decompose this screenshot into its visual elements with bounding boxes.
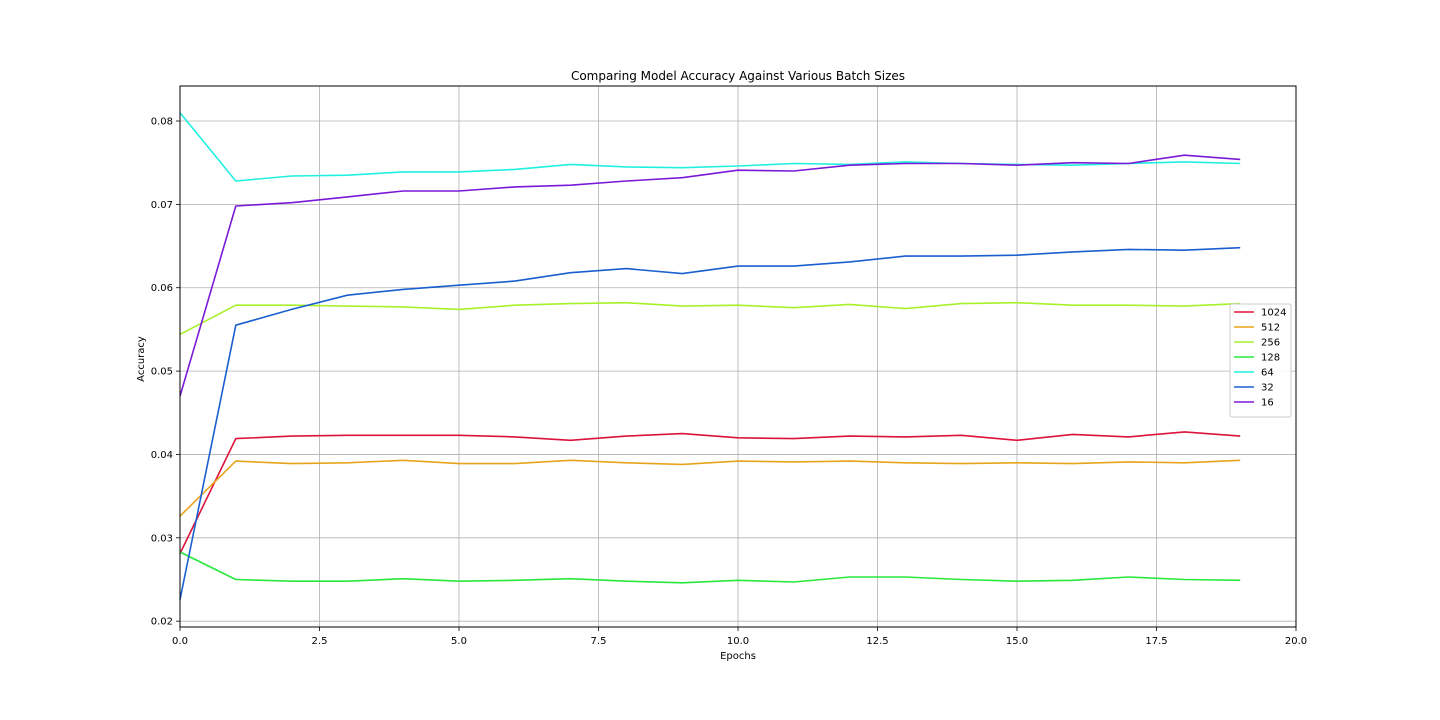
legend-label-256: 256	[1261, 338, 1280, 349]
x-tick-label: 10.0	[727, 636, 749, 647]
series-line-64	[179, 112, 1241, 182]
legend-label-1024: 1024	[1261, 308, 1286, 319]
legend-label-16: 16	[1261, 398, 1274, 409]
y-tick-label: 0.08	[151, 117, 173, 128]
x-tick-label: 12.5	[866, 636, 888, 647]
series-line-1024	[179, 431, 1241, 554]
legend-label-512: 512	[1261, 323, 1280, 334]
x-tick-label: 2.5	[312, 636, 328, 647]
legend-label-128: 128	[1261, 353, 1280, 364]
y-axis-title: Accuracy	[136, 336, 147, 382]
chart-title: Comparing Model Accuracy Against Various…	[571, 69, 905, 83]
series-line-32	[179, 246, 1241, 600]
series-lines	[179, 112, 1241, 600]
legend-label-32: 32	[1261, 383, 1274, 394]
y-tick-label: 0.07	[151, 200, 173, 211]
x-tick-label: 15.0	[1006, 636, 1028, 647]
series-line-512	[179, 459, 1241, 517]
legend-label-64: 64	[1261, 368, 1274, 379]
series-line-256	[179, 301, 1241, 336]
y-tick-label: 0.04	[151, 450, 173, 461]
y-tick-label: 0.06	[151, 283, 173, 294]
x-tick-label: 17.5	[1145, 636, 1167, 647]
legend-box	[1229, 303, 1292, 418]
x-tick-label: 5.0	[451, 636, 467, 647]
series-line-16	[179, 154, 1241, 397]
legend: 1024 512 256 128 64 32 16	[1229, 303, 1292, 418]
axis-ticks: 0.0 2.5 5.0 7.5 10.0 12.5 15.0 17.5 20.0 0.02 0.03…	[151, 117, 1307, 647]
y-tick-label: 0.02	[151, 617, 173, 628]
x-tick-label: 0.0	[172, 636, 188, 647]
x-tick-label: 20.0	[1285, 636, 1307, 647]
x-axis-title: Epochs	[720, 651, 756, 662]
y-tick-label: 0.03	[151, 533, 173, 544]
x-tick-label: 7.5	[591, 636, 607, 647]
grid	[179, 86, 1297, 627]
y-tick-label: 0.05	[151, 367, 173, 378]
series-line-128	[179, 551, 1241, 584]
